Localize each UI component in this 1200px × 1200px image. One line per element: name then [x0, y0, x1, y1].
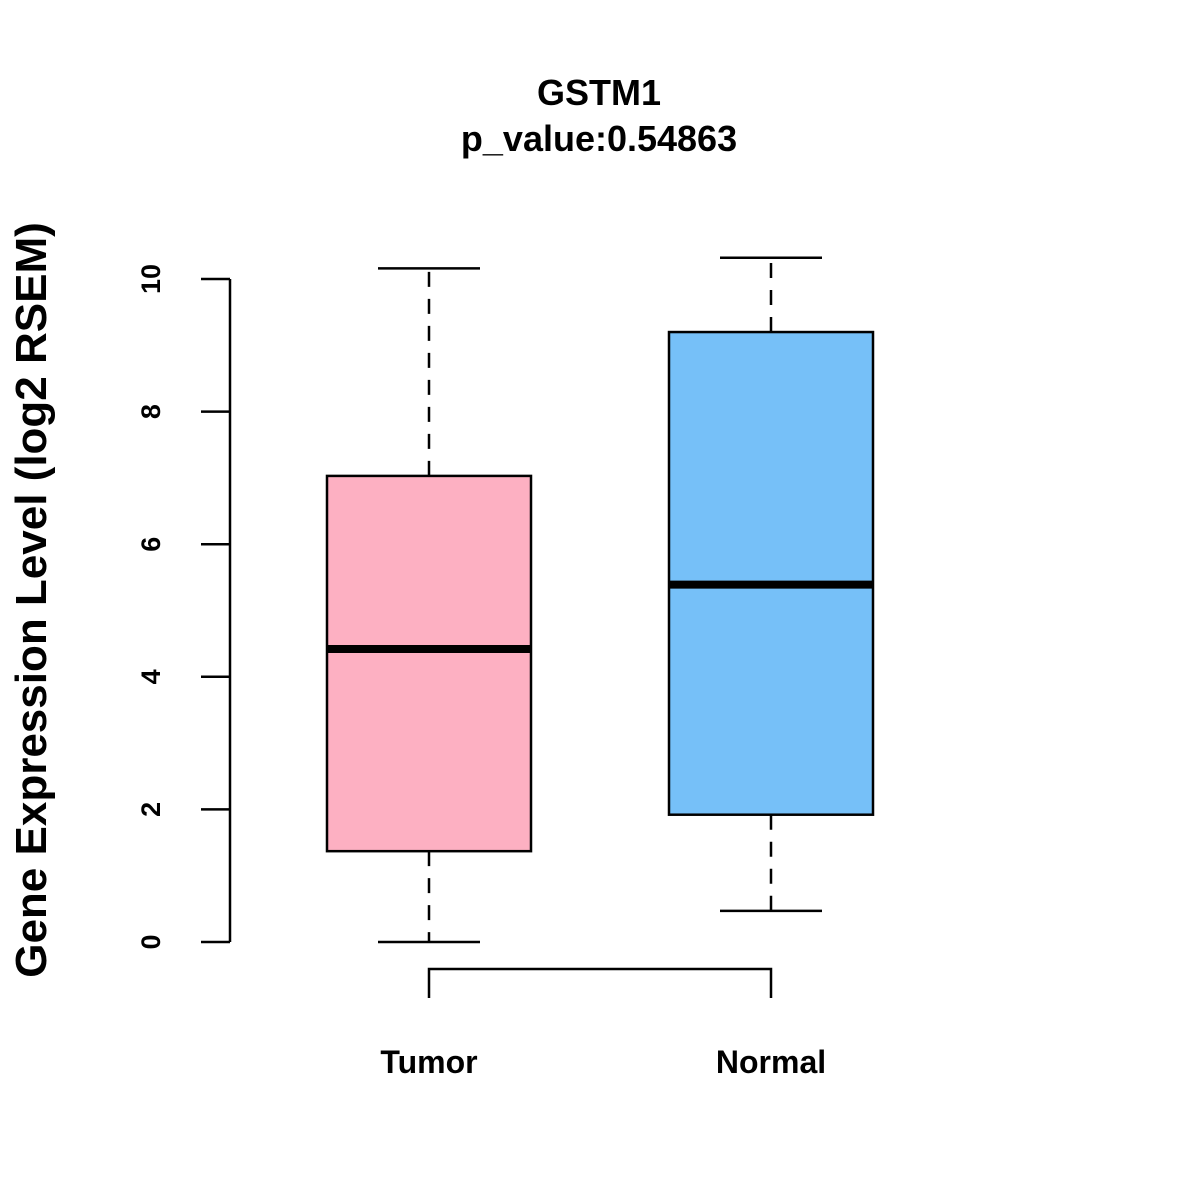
y-tick-label: 2: [136, 802, 166, 817]
category-labels: Tumor Normal: [380, 1044, 826, 1080]
box-normal: [667, 256, 875, 913]
comparison-bracket: [427, 967, 773, 998]
category-label-tumor: Tumor: [380, 1044, 477, 1080]
y-axis: 0 2 4 6 8 10: [136, 264, 232, 950]
y-axis-title: Gene Expression Level (log2 RSEM): [7, 222, 56, 978]
box-tumor: [325, 267, 533, 944]
boxes-group: [325, 256, 875, 944]
y-tick-label: 8: [136, 404, 166, 419]
y-tick-label: 0: [136, 934, 166, 949]
category-label-normal: Normal: [716, 1044, 826, 1080]
bracket-line: [427, 967, 773, 998]
chart-subtitle: p_value:0.54863: [461, 118, 737, 159]
y-tick-label: 10: [136, 264, 166, 294]
y-tick-label: 6: [136, 537, 166, 552]
y-tick-label: 4: [136, 669, 166, 684]
iqr-box: [325, 474, 533, 853]
iqr-box: [667, 330, 875, 816]
chart-title: GSTM1: [537, 72, 661, 113]
